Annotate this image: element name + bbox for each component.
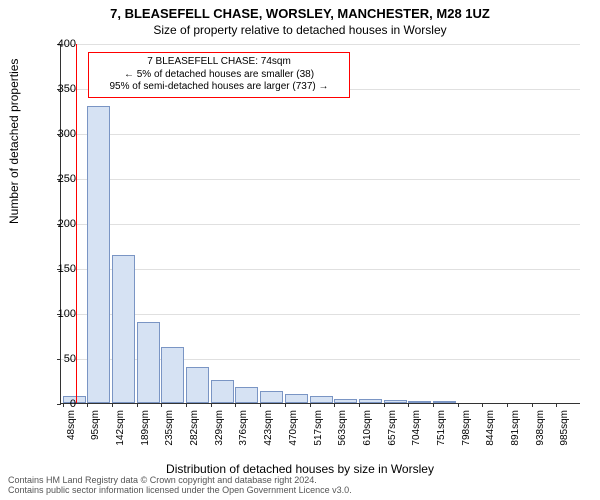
plot-area [60,44,580,404]
histogram-bar [260,391,283,403]
histogram-bar [87,106,110,403]
x-tick-mark [334,403,335,407]
x-tick-mark [211,403,212,407]
x-tick-label: 282sqm [189,410,200,454]
x-tick-mark [310,403,311,407]
x-tick-label: 563sqm [337,410,348,454]
title-sub: Size of property relative to detached ho… [0,23,600,37]
histogram-bar [433,401,456,403]
y-tick-label: 100 [46,308,76,320]
x-tick-mark [384,403,385,407]
x-tick-mark [235,403,236,407]
x-tick-mark [408,403,409,407]
x-tick-label: 985sqm [559,410,570,454]
marker-line [76,44,77,403]
histogram-bar [186,367,209,403]
histogram-bar [384,400,407,403]
x-tick-label: 751sqm [436,410,447,454]
x-tick-mark [433,403,434,407]
x-tick-label: 610sqm [362,410,373,454]
y-tick-label: 250 [46,173,76,185]
x-tick-label: 423sqm [263,410,274,454]
y-tick-label: 0 [46,398,76,410]
grid-line [61,224,580,225]
histogram-bar [235,387,258,403]
y-axis-label: Number of detached properties [7,59,21,224]
x-tick-label: 517sqm [313,410,324,454]
grid-line [61,269,580,270]
x-axis-label: Distribution of detached houses by size … [0,462,600,476]
x-tick-label: 376sqm [238,410,249,454]
grid-line [61,44,580,45]
histogram-bar [112,255,135,404]
y-tick-label: 200 [46,218,76,230]
x-tick-mark [87,403,88,407]
x-tick-mark [186,403,187,407]
y-tick-label: 50 [46,353,76,365]
x-tick-mark [137,403,138,407]
footer: Contains HM Land Registry data © Crown c… [8,476,352,496]
x-tick-mark [285,403,286,407]
histogram-bar [334,399,357,404]
x-tick-mark [507,403,508,407]
x-tick-mark [482,403,483,407]
x-tick-mark [556,403,557,407]
x-tick-label: 798sqm [461,410,472,454]
x-tick-label: 938sqm [535,410,546,454]
x-tick-label: 95sqm [90,410,101,454]
x-tick-mark [359,403,360,407]
y-tick-label: 350 [46,83,76,95]
x-tick-mark [260,403,261,407]
x-tick-mark [532,403,533,407]
footer-line-2: Contains public sector information licen… [8,486,352,496]
histogram-bar [285,394,308,403]
histogram-bar [408,401,431,403]
x-tick-label: 142sqm [115,410,126,454]
x-tick-label: 657sqm [387,410,398,454]
info-box: 7 BLEASEFELL CHASE: 74sqm ← 5% of detach… [88,52,350,98]
x-tick-label: 844sqm [485,410,496,454]
x-tick-label: 329sqm [214,410,225,454]
y-tick-label: 150 [46,263,76,275]
info-line-2: ← 5% of detached houses are smaller (38) [95,69,343,82]
grid-line [61,179,580,180]
grid-line [61,314,580,315]
info-line-1: 7 BLEASEFELL CHASE: 74sqm [95,56,343,69]
x-tick-mark [112,403,113,407]
x-tick-mark [161,403,162,407]
y-tick-label: 300 [46,128,76,140]
histogram-bar [137,322,160,403]
grid-line [61,134,580,135]
histogram-bar [211,380,234,403]
x-tick-mark [458,403,459,407]
x-tick-label: 891sqm [510,410,521,454]
chart-container: 7, BLEASEFELL CHASE, WORSLEY, MANCHESTER… [0,0,600,500]
histogram-bar [310,396,333,403]
info-line-3: 95% of semi-detached houses are larger (… [95,81,343,94]
x-tick-label: 189sqm [140,410,151,454]
title-main: 7, BLEASEFELL CHASE, WORSLEY, MANCHESTER… [0,6,600,21]
histogram-bar [161,347,184,403]
x-tick-label: 235sqm [164,410,175,454]
x-tick-label: 48sqm [66,410,77,454]
x-tick-label: 704sqm [411,410,422,454]
y-tick-label: 400 [46,38,76,50]
histogram-bar [359,399,382,403]
x-tick-label: 470sqm [288,410,299,454]
